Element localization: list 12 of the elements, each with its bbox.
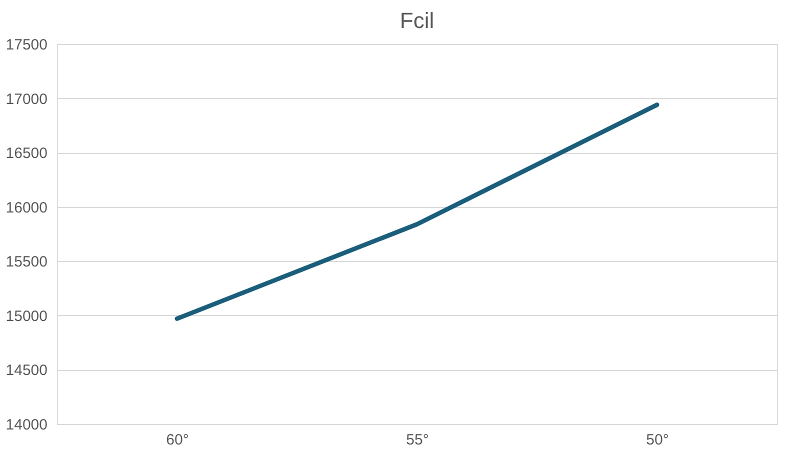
y-tick-label: 15500	[6, 254, 48, 271]
chart-title: Fcil	[400, 8, 434, 33]
y-tick-label: 14500	[6, 362, 48, 380]
x-tick-label: 60°	[166, 432, 189, 448]
y-tick-label: 17000	[6, 90, 48, 108]
x-tick-label: 55°	[406, 432, 429, 448]
y-tick-label: 14000	[6, 416, 48, 434]
y-tick-label: 16500	[6, 145, 48, 162]
x-tick-label: 50°	[646, 432, 669, 448]
y-tick-label: 15000	[6, 308, 48, 325]
y-tick-label: 17500	[6, 36, 48, 54]
y-tick-label: 16000	[6, 199, 48, 216]
